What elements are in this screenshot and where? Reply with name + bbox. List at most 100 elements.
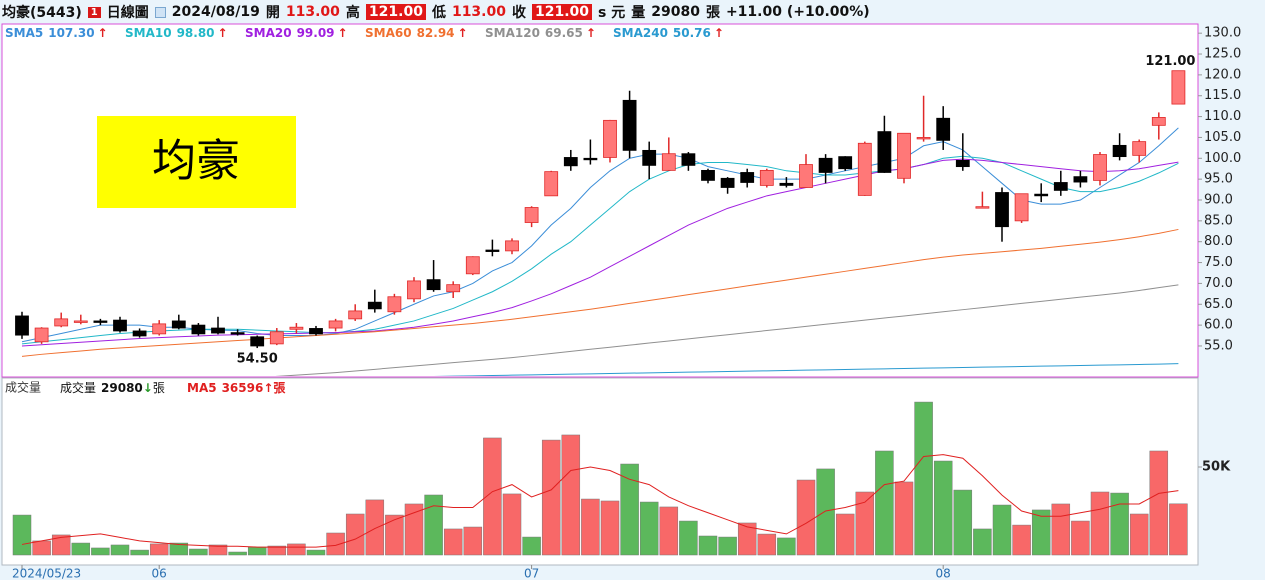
candle-body [720,177,735,188]
y-tick-label: 115.0 [1204,88,1241,103]
candle-body [603,119,617,158]
volume-bar [483,437,502,556]
volume-bar [228,551,247,556]
volume-unit: 張 [705,5,720,21]
volume-bar [208,544,228,556]
stock-name: 均豪(5443) [2,5,82,21]
volume-bar [581,498,600,556]
volume-legend-arrow: ↓ [143,381,153,395]
sma-legend-name: SMA60 [365,26,412,40]
volume-bar [169,542,189,556]
ma-legend: MA5 36596↑張 [187,381,286,395]
volume-bar [287,543,306,556]
candle-body [740,172,755,183]
candle-body [936,117,951,141]
open-label: 開 [265,5,280,21]
high-label: 高 [345,5,360,21]
volume-bar [306,549,326,556]
volume-bar [777,537,796,556]
candle-body [250,336,265,347]
volume-bar [326,532,345,556]
y-tick-label: 85.0 [1204,213,1233,228]
volume-bar [522,536,541,556]
volume-bar [12,514,32,556]
candle-body [485,249,500,252]
name-box [97,116,296,208]
volume-bar [1071,520,1090,556]
y-tick-label: 95.0 [1204,172,1233,187]
y-tick-label: 125.0 [1204,47,1241,62]
volume-bar [502,493,522,556]
candle-body [230,332,245,335]
view-name[interactable]: 日線圖 [106,5,149,21]
header: 均豪(5443) 1 日線圖 2024/08/19 開 113.00 高 121… [2,2,876,22]
volume-bar [1090,491,1110,556]
sma-legend-name: SMA120 [485,26,540,40]
candle-body [1112,144,1127,158]
candle-body [779,182,794,186]
volume-bar [679,520,698,556]
y-tick-label: 105.0 [1204,130,1241,145]
volume-bar [561,434,581,556]
sma-legend-name: SMA20 [245,26,292,40]
candle-body [407,280,421,300]
volume-bar [894,481,914,556]
low-annotation: 54.50 [237,352,278,367]
sma-line [275,284,1179,376]
candle-body [681,153,696,166]
volume-bar [247,546,267,556]
sma-line [433,363,1179,376]
volume-bar [600,500,620,556]
sma-legend: SMA20 99.09 ↑ [245,26,348,40]
candle-body [211,327,225,334]
currency: s 元 [598,5,626,21]
volume-bar [404,503,424,556]
sma-legend-value: 69.65 [545,26,583,40]
badge[interactable]: 1 [87,6,101,18]
volume-bar [267,545,287,556]
candle-body [132,330,147,337]
volume-label: 量 [631,5,646,21]
candle-body [1014,193,1029,222]
candle-body [524,207,539,223]
candle-body [544,171,559,197]
low-value: 113.00 [451,4,506,20]
candle-body [113,319,127,332]
candle-body [1132,141,1147,156]
candle-body [328,320,343,329]
candle-body [465,256,480,275]
volume-bar [1031,509,1051,556]
volume-bar [698,535,718,556]
candle-body [759,169,774,186]
volume-bar [1129,513,1149,556]
volume-bar [149,543,169,556]
candle-body [15,315,29,336]
volume-bar [796,479,816,556]
volume-bar [1169,503,1188,556]
candle-body [34,327,49,343]
candle-body [701,169,715,181]
volume-bar [953,489,973,556]
y-tick-label: 50K [1202,460,1231,475]
x-tick-label: 07 [524,567,539,580]
candle-body [367,301,382,310]
candle-body [309,328,323,335]
sma-legend-value: 99.09 [297,26,335,40]
volume-bar [718,536,737,556]
date: 2024/08/19 [171,4,260,20]
volume-bar [1149,450,1169,556]
candle-body [73,320,88,323]
name-box-label: 均豪 [152,136,240,187]
volume-bar [639,501,659,556]
sma-legend: SMA120 69.65 ↑ [485,26,596,40]
candle-body [583,157,598,161]
volume-bar [541,439,561,556]
sma-legend-arrow: ↑ [338,26,348,40]
volume-bar [110,544,130,556]
sma-legend: SMA10 98.80 ↑ [125,26,228,40]
candle-body [857,142,872,196]
candle-body [1073,176,1088,183]
candle-body [505,240,519,252]
checkbox[interactable] [154,6,166,18]
candle-body [446,284,461,293]
